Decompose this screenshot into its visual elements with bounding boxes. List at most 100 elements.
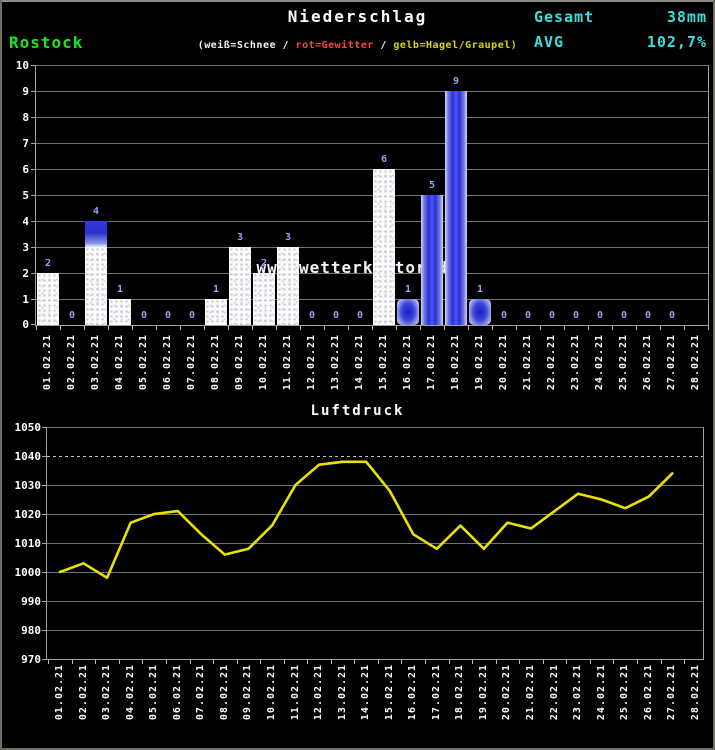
- bar-rain-top-03.02.21: [85, 221, 107, 247]
- y-axis-tick: [31, 324, 35, 325]
- pressure-chart-title: Luftdruck: [310, 403, 405, 419]
- precipitation-chart-title: Niederschlag: [287, 7, 428, 26]
- bar-value-23.02.21: 0: [572, 310, 580, 321]
- x-axis-tick: [444, 326, 445, 330]
- bar-value-27.02.21: 0: [668, 310, 676, 321]
- bar-10.02.21: [253, 273, 275, 325]
- bar-value-26.02.21: 0: [644, 310, 652, 321]
- x-axis-tick: [84, 326, 85, 330]
- x-axis-tick: [300, 326, 301, 330]
- precipitation-plot-area: 2 0 4 1 0 0 0 1 3 2 3 0 0 0 6 1 5 9 1 0 0 0 0 0 0 0 0: [35, 65, 709, 326]
- x-axis-tick: [708, 326, 709, 330]
- x-axis-tick: [48, 660, 50, 664]
- x-axis-tick: [660, 326, 661, 330]
- gridline: [36, 195, 708, 196]
- y-axis-tick: [42, 543, 46, 544]
- x-axis-tick: [564, 326, 565, 330]
- x-axis-tick: [260, 660, 262, 664]
- y-axis-label: 10: [15, 59, 29, 72]
- bar-09.02.21: [229, 247, 251, 325]
- x-axis-tick: [372, 326, 373, 330]
- x-axis-tick: [396, 326, 397, 330]
- x-axis-label: 09.02.21: [242, 663, 254, 721]
- y-axis-label: 5: [22, 189, 29, 202]
- bar-value-06.02.21: 0: [164, 310, 172, 321]
- bar-15.02.21: [373, 169, 395, 325]
- total-precipitation-value: 38mm: [666, 8, 707, 26]
- bar-17.02.21: [421, 195, 443, 325]
- x-axis-tick: [71, 660, 73, 664]
- gridline: [47, 456, 703, 457]
- x-axis-label: 06.02.21: [171, 663, 183, 721]
- x-axis-label: 17.02.21: [430, 663, 442, 721]
- gridline: [47, 514, 703, 515]
- x-axis-label: 15.02.21: [383, 663, 395, 721]
- y-axis-tick: [31, 299, 35, 300]
- x-axis-tick: [589, 660, 591, 664]
- x-axis-tick: [542, 660, 544, 664]
- x-axis-tick: [348, 326, 349, 330]
- gridline: [36, 221, 708, 222]
- y-axis-label: 990: [21, 595, 41, 608]
- x-axis-tick: [636, 660, 638, 664]
- bar-value-02.02.21: 0: [68, 310, 76, 321]
- pressure-plot-area: [46, 427, 704, 660]
- y-axis-label: 970: [21, 653, 41, 666]
- x-axis-label: 21.02.21: [525, 663, 536, 721]
- x-axis-tick: [236, 660, 238, 664]
- page-border-top: [0, 0, 715, 2]
- bar-03.02.21: [85, 247, 107, 325]
- x-axis-label: 26.02.21: [642, 663, 654, 721]
- x-axis-tick: [468, 326, 469, 330]
- y-axis-label: 0: [22, 318, 29, 331]
- x-axis-label: 18.02.21: [454, 663, 466, 721]
- bar-value-18.02.21: 9: [452, 76, 460, 87]
- bar-11.02.21: [277, 247, 299, 325]
- pressure-line-canvas: [58, 460, 674, 580]
- page-border-right: [713, 0, 715, 750]
- x-axis-label: 05.02.21: [148, 663, 160, 721]
- y-axis-tick: [31, 247, 35, 248]
- y-axis-tick: [31, 65, 35, 66]
- y-axis-tick: [42, 659, 46, 660]
- y-axis-tick: [42, 630, 46, 631]
- bar-value-14.02.21: 0: [356, 310, 364, 321]
- x-axis-tick: [684, 660, 686, 664]
- x-axis-tick: [636, 326, 637, 330]
- bar-19.02.21: [469, 299, 491, 325]
- x-axis-tick: [448, 660, 450, 664]
- y-axis-tick: [31, 143, 35, 144]
- y-axis-tick: [31, 195, 35, 196]
- x-axis-tick: [95, 660, 97, 664]
- x-axis-label: 19.02.21: [477, 663, 489, 721]
- x-axis-label: 16.02.21: [407, 663, 419, 721]
- bar-value-20.02.21: 0: [500, 310, 508, 321]
- bar-value-10.02.21: 2: [260, 258, 268, 269]
- x-axis-label: 08.02.21: [218, 663, 230, 721]
- y-axis-label: 1030: [14, 479, 42, 492]
- y-axis-label: 3: [22, 241, 29, 254]
- gridline: [36, 65, 708, 66]
- x-axis-label: 01.02.21: [54, 663, 65, 721]
- bar-value-03.02.21: 4: [92, 206, 100, 217]
- y-axis-label: 8: [22, 111, 29, 124]
- y-axis-tick: [31, 221, 35, 222]
- y-axis-tick: [42, 514, 46, 515]
- gridline: [47, 630, 703, 631]
- x-axis-label: 11.02.21: [289, 663, 301, 721]
- y-axis-label: 7: [22, 137, 29, 150]
- x-axis-tick: [519, 660, 521, 664]
- y-axis-label: 1: [22, 293, 29, 306]
- bar-08.02.21: [205, 299, 227, 325]
- x-axis-label: 12.02.21: [313, 663, 325, 721]
- y-axis-label: 980: [21, 624, 41, 637]
- y-axis-tick: [42, 456, 46, 457]
- legend-hail-label: gelb=Hagel/Graupel): [393, 40, 518, 51]
- y-axis-label: 1040: [14, 450, 42, 463]
- x-axis-tick: [204, 326, 205, 330]
- x-axis-tick: [36, 326, 37, 330]
- x-axis-tick: [213, 660, 215, 664]
- x-axis-tick: [307, 660, 309, 664]
- x-axis-label: 04.02.21: [124, 663, 136, 721]
